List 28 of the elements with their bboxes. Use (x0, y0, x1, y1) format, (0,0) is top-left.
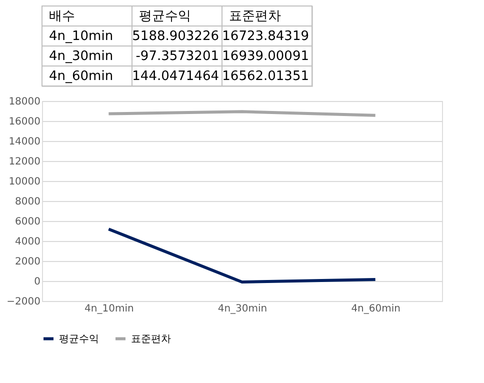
text: 5188.903226 (132, 29, 219, 44)
y-tick-label: 18000 (8, 96, 40, 108)
y-tick-label: 12000 (8, 156, 40, 168)
text: 144.0471464 (132, 69, 219, 84)
text: 16939.00091 (222, 49, 309, 64)
y-tick-label: 8000 (15, 196, 40, 208)
y-tick-label: 6000 (15, 216, 40, 228)
text: 4n_30min (49, 49, 114, 64)
legend-label: 표준편차 (131, 334, 171, 345)
y-tick-label: 2000 (15, 256, 40, 268)
y-tick-label: 10000 (8, 176, 40, 188)
x-tick-label: 4n_30min (218, 304, 268, 314)
text: 4n_10min (49, 29, 114, 44)
y-tick-label: 4000 (15, 236, 40, 248)
text: 16723.84319 (222, 29, 309, 44)
text: 4n_60min (49, 69, 114, 84)
text: 표준편차 (229, 9, 281, 24)
text: 16562.01351 (222, 69, 309, 84)
text: 평균수익 (139, 9, 191, 24)
x-tick-label: 4n_60min (351, 304, 400, 314)
legend-label: 평균수익 (59, 334, 99, 345)
x-tick-label: 4n_10min (84, 304, 134, 314)
text: 배수 (49, 9, 75, 24)
y-tick-label: −2000 (6, 296, 40, 308)
y-tick-label: 14000 (8, 136, 40, 148)
y-tick-label: 16000 (8, 116, 40, 128)
y-tick-label: 0 (34, 276, 40, 288)
text: -97.3573201 (136, 49, 219, 64)
